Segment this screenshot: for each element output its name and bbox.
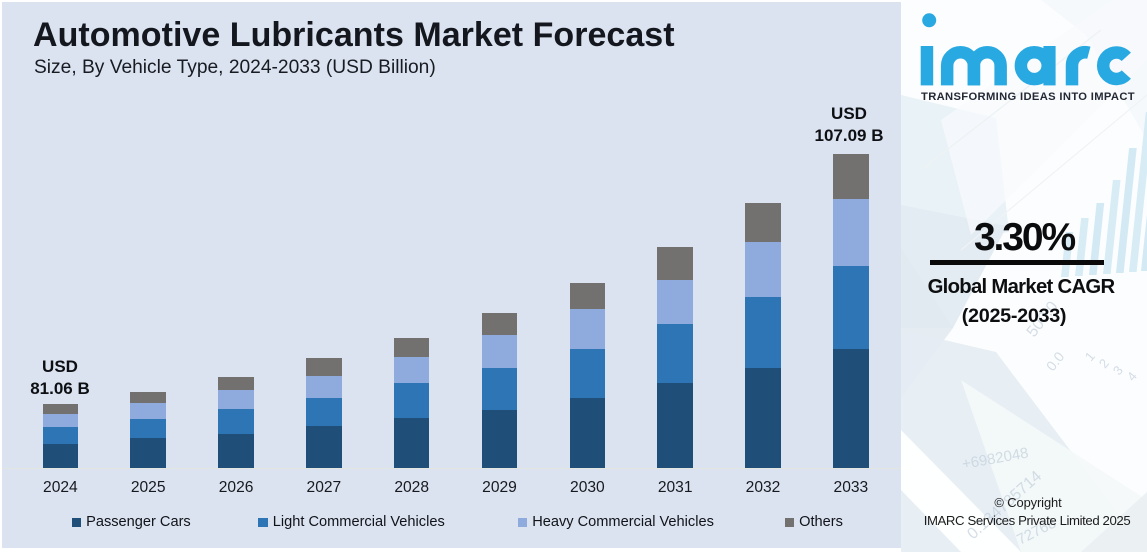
svg-text:3: 3 <box>1110 363 1126 378</box>
svg-text:4: 4 <box>1124 369 1140 384</box>
svg-text:0.0: 0.0 <box>1043 348 1068 373</box>
